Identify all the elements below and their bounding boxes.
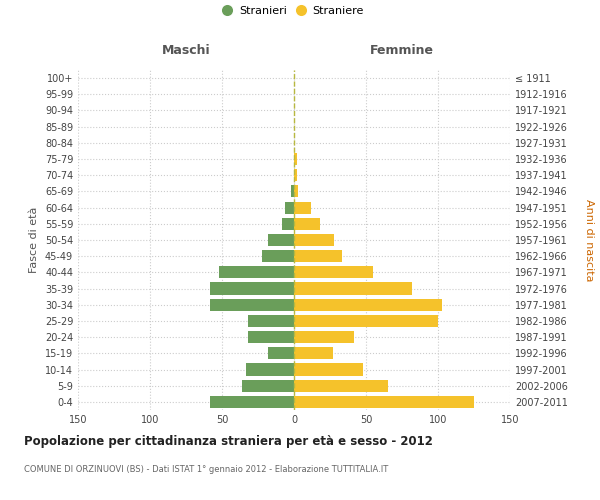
- Bar: [247, 364, 294, 376]
- Bar: [211, 396, 294, 408]
- Bar: [294, 298, 442, 311]
- Bar: [294, 234, 334, 246]
- Bar: [294, 348, 333, 360]
- Bar: [294, 282, 412, 294]
- Bar: [294, 169, 297, 181]
- Bar: [294, 380, 388, 392]
- Bar: [294, 266, 373, 278]
- Text: Popolazione per cittadinanza straniera per età e sesso - 2012: Popolazione per cittadinanza straniera p…: [24, 435, 433, 448]
- Bar: [294, 396, 474, 408]
- Text: Femmine: Femmine: [370, 44, 434, 57]
- Bar: [294, 153, 297, 165]
- Bar: [294, 331, 355, 343]
- Text: COMUNE DI ORZINUOVI (BS) - Dati ISTAT 1° gennaio 2012 - Elaborazione TUTTITALIA.: COMUNE DI ORZINUOVI (BS) - Dati ISTAT 1°…: [24, 465, 388, 474]
- Bar: [294, 186, 298, 198]
- Y-axis label: Anni di nascita: Anni di nascita: [584, 198, 595, 281]
- Legend: Stranieri, Straniere: Stranieri, Straniere: [220, 1, 368, 20]
- Bar: [268, 348, 294, 360]
- Bar: [294, 202, 311, 213]
- Bar: [211, 282, 294, 294]
- Bar: [211, 298, 294, 311]
- Text: Maschi: Maschi: [161, 44, 211, 57]
- Bar: [262, 250, 294, 262]
- Bar: [294, 364, 363, 376]
- Bar: [283, 218, 294, 230]
- Bar: [219, 266, 294, 278]
- Y-axis label: Fasce di età: Fasce di età: [29, 207, 39, 273]
- Bar: [248, 315, 294, 327]
- Bar: [294, 218, 320, 230]
- Bar: [294, 250, 341, 262]
- Bar: [294, 315, 438, 327]
- Bar: [242, 380, 294, 392]
- Bar: [286, 202, 294, 213]
- Bar: [248, 331, 294, 343]
- Bar: [268, 234, 294, 246]
- Bar: [291, 186, 294, 198]
